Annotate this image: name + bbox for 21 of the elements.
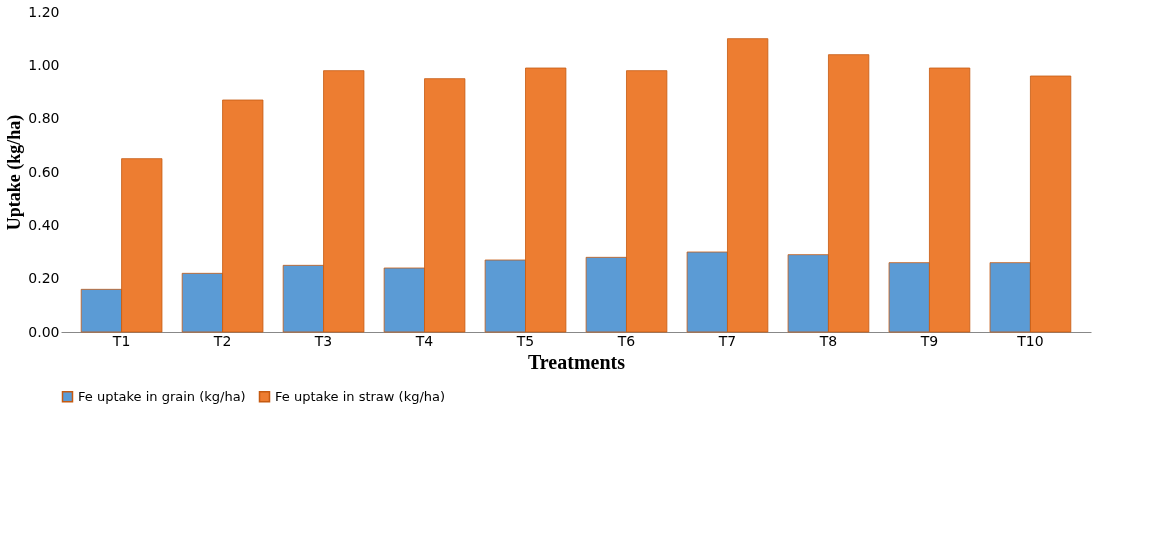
x-tick-label: T6 [616, 332, 636, 349]
y-tick-label: 0.40 [28, 216, 60, 233]
x-tick-label: T3 [313, 332, 333, 349]
y-tick-label: 1.00 [28, 56, 60, 73]
x-tick-label: T5 [515, 332, 535, 349]
y-tick-label: 0.80 [28, 110, 60, 127]
y-tick-label: 0.00 [28, 323, 60, 340]
y-tick-label: 0.60 [28, 163, 60, 180]
x-tick-label: T7 [717, 332, 737, 349]
x-tick-label: T8 [818, 332, 838, 349]
x-tick-label: T1 [111, 332, 131, 349]
x-tick-label: T10 [1016, 332, 1044, 349]
legend-label: Fe uptake in grain (kg/ha) [78, 388, 246, 404]
legend-label: Fe uptake in straw (kg/ha) [275, 388, 446, 404]
y-axis-title: Uptake (kg/ha) [4, 114, 26, 231]
x-tick-label: T9 [919, 332, 939, 349]
x-tick-label: T4 [414, 332, 434, 349]
x-axis-title: Treatments [527, 350, 626, 373]
x-tick-label: T2 [212, 332, 232, 349]
y-tick-label: 1.20 [28, 3, 60, 20]
y-tick-label: 0.20 [28, 270, 60, 287]
